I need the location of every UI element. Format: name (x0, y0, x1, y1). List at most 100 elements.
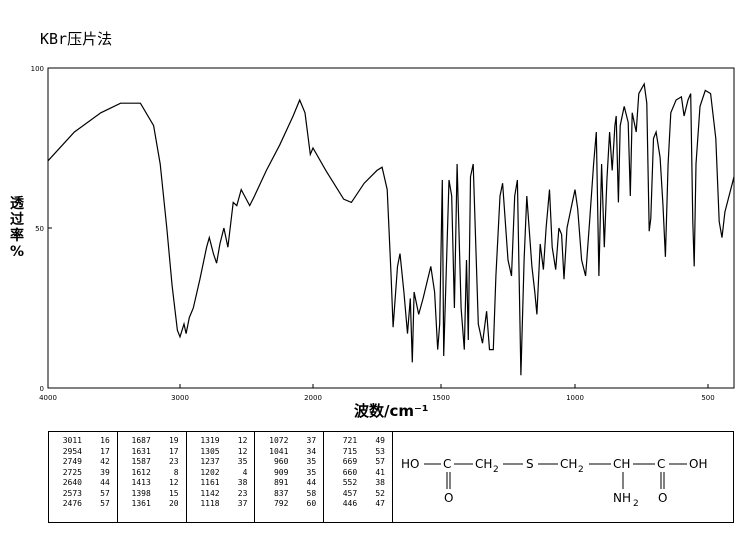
peak-row: 1398 15 (121, 489, 183, 500)
peak-wavenumber: 2640 (62, 478, 82, 487)
peak-table: 3011 16 2954 17 2749 42 2725 39 2640 44 2573 57 2476… (48, 431, 393, 523)
peak-row: 446 47 (327, 499, 389, 510)
peak-row: 891 44 (258, 478, 320, 489)
peak-transmittance: 12 (168, 478, 179, 487)
struct-s: S (526, 457, 534, 471)
peak-wavenumber: 1587 (131, 457, 151, 466)
peak-transmittance: 16 (100, 436, 110, 445)
peak-table-column: 1072 37 1041 34 960 35 909 35 891 44 837 58 792 60 (255, 432, 325, 522)
peak-wavenumber: 792 (273, 499, 289, 508)
struct-oh: OH (689, 457, 707, 471)
spectrum-line (47, 82, 735, 376)
peak-wavenumber: 960 (273, 457, 289, 466)
peak-transmittance: 8 (173, 467, 179, 477)
peak-row: 2749 42 (52, 457, 114, 468)
peak-transmittance: 53 (375, 446, 385, 456)
peak-wavenumber: 1041 (269, 446, 289, 456)
peak-transmittance: 23 (237, 488, 248, 498)
peak-wavenumber: 1398 (131, 488, 151, 498)
peak-transmittance: 44 (100, 478, 110, 487)
peak-transmittance: 17 (168, 446, 179, 456)
peak-row: 792 60 (258, 499, 320, 510)
peak-wavenumber: 2749 (62, 457, 82, 466)
peak-wavenumber: 2725 (62, 467, 82, 477)
struct-c2: C (657, 457, 665, 471)
peak-wavenumber: 1118 (200, 499, 220, 508)
peak-transmittance: 39 (100, 467, 110, 477)
peak-row: 1072 37 (258, 436, 320, 447)
peak-transmittance: 20 (168, 499, 179, 508)
x-tick-label: 2000 (304, 394, 322, 402)
peak-transmittance: 34 (306, 446, 317, 456)
peak-table-column: 1687 19 1631 17 1587 23 1612 8 1413 12 1398 15 1361 2… (118, 432, 187, 522)
peak-wavenumber: 669 (342, 457, 358, 466)
peak-row: 909 35 (258, 468, 320, 479)
struct-ch2b: CH (560, 457, 577, 471)
y-label-char-4: % (9, 244, 25, 260)
peak-transmittance: 37 (306, 436, 317, 445)
x-tick-label: 1500 (432, 394, 450, 402)
peak-transmittance: 38 (237, 478, 248, 487)
peak-wavenumber: 1237 (200, 457, 220, 466)
x-axis-label: 波数/cm⁻¹ (354, 402, 429, 420)
peak-transmittance: 17 (100, 446, 110, 456)
peak-row: 1142 23 (190, 489, 252, 500)
y-label-char-2: 过 (10, 212, 24, 228)
peak-transmittance: 41 (375, 467, 385, 477)
peak-wavenumber: 2954 (62, 446, 82, 456)
peak-row: 1687 19 (121, 436, 183, 447)
peak-table-column: 1319 12 1305 12 1237 35 1202 4 1161 38 1142 23 1118 3… (187, 432, 256, 522)
peak-row: 837 58 (258, 489, 320, 500)
y-axis-label: 透 过 率 % (6, 196, 28, 260)
peak-wavenumber: 721 (342, 436, 358, 445)
peak-transmittance: 35 (306, 457, 317, 466)
peak-row: 1361 20 (121, 499, 183, 510)
peak-row: 669 57 (327, 457, 389, 468)
peak-row: 1587 23 (121, 457, 183, 468)
peak-wavenumber: 715 (342, 446, 358, 456)
peak-wavenumber: 891 (273, 478, 289, 487)
peak-row: 1305 12 (190, 447, 252, 458)
peak-transmittance: 58 (306, 488, 317, 498)
peak-wavenumber: 1142 (200, 488, 220, 498)
y-label-char-3: 率 (10, 228, 24, 244)
struct-ho: HO (401, 457, 419, 471)
peak-row: 960 35 (258, 457, 320, 468)
y-tick-label: 100 (31, 65, 44, 73)
peak-transmittance: 49 (375, 436, 385, 445)
peak-transmittance: 47 (375, 499, 385, 508)
peak-wavenumber: 1631 (131, 446, 151, 456)
peak-row: 1118 37 (190, 499, 252, 510)
peak-transmittance: 42 (100, 457, 110, 466)
peak-transmittance: 44 (306, 478, 317, 487)
struct-ch: CH (613, 457, 630, 471)
peak-wavenumber: 1612 (131, 467, 151, 477)
peak-row: 2954 17 (52, 447, 114, 458)
peak-transmittance: 15 (168, 488, 179, 498)
plot-frame (47, 67, 735, 389)
struct-nh2-sub: 2 (633, 499, 639, 509)
peak-wavenumber: 1687 (131, 436, 151, 445)
peak-wavenumber: 552 (342, 478, 358, 487)
peak-row: 1631 17 (121, 447, 183, 458)
peak-transmittance: 19 (168, 436, 179, 445)
peak-row: 715 53 (327, 447, 389, 458)
peak-row: 457 52 (327, 489, 389, 500)
peak-transmittance: 12 (237, 436, 248, 445)
peak-transmittance: 37 (237, 499, 248, 508)
peak-wavenumber: 1161 (200, 478, 220, 487)
peak-wavenumber: 1413 (131, 478, 151, 487)
peak-row: 3011 16 (52, 436, 114, 447)
peak-wavenumber: 3011 (62, 436, 82, 445)
peak-wavenumber: 1361 (131, 499, 151, 508)
x-tick-label: 4000 (39, 394, 57, 402)
peak-transmittance: 57 (375, 457, 385, 466)
peak-row: 2573 57 (52, 489, 114, 500)
peak-row: 552 38 (327, 478, 389, 489)
peak-transmittance: 12 (237, 446, 248, 456)
peak-wavenumber: 1305 (200, 446, 220, 456)
peak-row: 2725 39 (52, 468, 114, 479)
peak-table-column: 3011 16 2954 17 2749 42 2725 39 2640 44 2573 57 2476… (49, 432, 118, 522)
peak-wavenumber: 660 (342, 467, 358, 477)
peak-row: 721 49 (327, 436, 389, 447)
